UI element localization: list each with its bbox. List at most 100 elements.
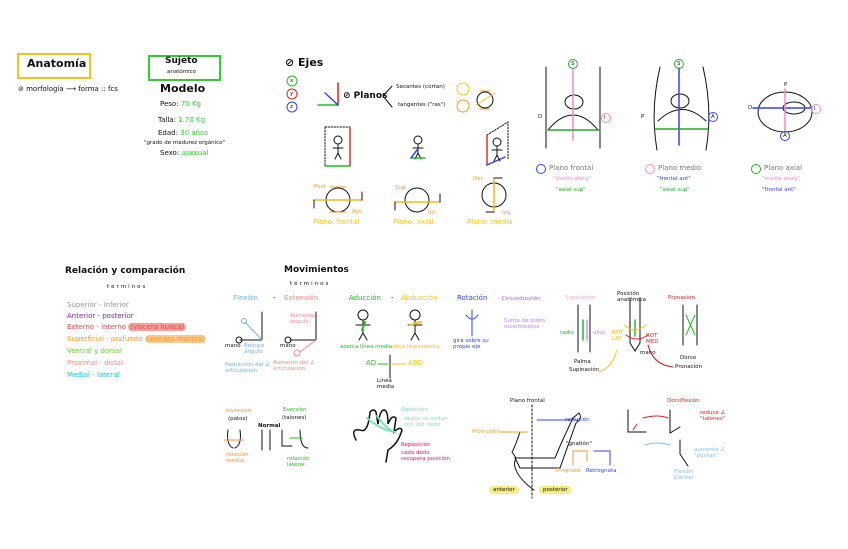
planes-title: ⊘ Planos: [343, 91, 388, 101]
plantar-flexion-label: Flexión plantar: [674, 469, 694, 482]
relation-item: Superficial - profundo: [67, 335, 143, 343]
normal-label: Normal: [258, 423, 281, 429]
flexion-label: Flexión: [233, 294, 258, 302]
retrognathic-label: Retrognata: [586, 468, 617, 474]
eversion-label: Eversión: [283, 407, 307, 413]
eversion-sub: (talones): [282, 415, 307, 421]
movements-subtitle: términos: [290, 281, 331, 287]
relation-title: Relación y comparación: [65, 266, 186, 276]
relation-item: Ventral y dorsal: [67, 347, 122, 355]
anterior-badge: anterior: [489, 486, 519, 495]
lateral-rotation-label: rotación lateral: [287, 456, 310, 469]
view-letter: I: [604, 115, 606, 121]
hand-label: mano: [225, 343, 241, 349]
subject-title: Sujeto: [165, 56, 198, 66]
sex-value: asexual: [181, 149, 209, 157]
anatomic-position-label: Posición anatómica: [617, 291, 647, 304]
weight-value: 70 Kg: [180, 100, 201, 108]
reduce-angle-label: Reduce ángulo: [244, 343, 265, 356]
pronation-label: Pronación: [668, 295, 695, 301]
prognathic-label: Prognata: [556, 468, 581, 474]
plane-circles: [313, 177, 507, 213]
view-letter: S: [571, 61, 575, 67]
extension-note: Aumento del ∠ articulación: [273, 360, 315, 373]
axis-z: z: [290, 104, 293, 110]
rot-lat-label: ROT LAT: [612, 330, 624, 343]
height-value: 1.70 Kg: [178, 116, 206, 124]
view-letter: A: [711, 114, 715, 120]
model-title: Modelo: [160, 82, 206, 95]
supination-label: Supinación: [565, 295, 596, 301]
view-letter: S: [677, 61, 681, 67]
axes-drawing: [286, 75, 496, 113]
view-letter: D: [748, 105, 753, 111]
view-title: Plano axial: [764, 164, 803, 172]
radius-label: radio: [560, 330, 575, 336]
height-label: Talla:: [158, 116, 176, 124]
view-note: "medio alarg": [553, 176, 591, 182]
opposition-note: dedos se juntan con 1er dedo: [404, 416, 448, 429]
relation-subtitle: términos: [107, 284, 148, 290]
circumduction-label: - Circunducción: [498, 296, 541, 302]
axes-title: ⊘ Ejes: [285, 56, 324, 69]
morphology-note: ⊘ morfología ⟶ forma :: fcs: [18, 85, 118, 93]
relation-tag: (víscera hueca): [128, 323, 187, 331]
posterior-badge: posterior: [539, 486, 572, 495]
age-note: "grado de madurez orgánico": [144, 140, 226, 146]
plane-figures: [324, 121, 509, 167]
midline-label: Línea media: [377, 378, 395, 391]
inversion-label: Inversión: [226, 408, 252, 414]
relation-tag: (víscera maciza): [144, 335, 207, 343]
relation-item: Superior - inferior: [67, 301, 129, 309]
view-letter: P: [784, 82, 788, 88]
axis-x: x: [290, 78, 294, 84]
rotation-label: Rotación: [457, 294, 488, 302]
relation-item: Proximal - distal: [67, 359, 124, 367]
hand-label: mano: [640, 350, 656, 356]
movements-title: Movimientos: [284, 265, 349, 275]
adduction-note: acerca línea media: [340, 344, 393, 350]
frontal-ant: Ant: [352, 209, 362, 215]
reposition-note: cada dedo recupera posición: [401, 450, 450, 463]
view-title: Plano medio: [658, 164, 702, 172]
age-label: Edad:: [158, 129, 178, 137]
view-note: "axial sup": [660, 187, 690, 193]
back-pronation-label: Pronación: [675, 364, 702, 370]
subject-box: [148, 55, 221, 81]
palm-label: Palma: [574, 359, 591, 365]
view-letter: A: [783, 133, 787, 139]
sex-label: Sexo:: [160, 149, 180, 157]
anatomy-title-box: [17, 53, 91, 79]
dash: -: [391, 294, 394, 302]
relation-item: Externo - interno: [67, 323, 126, 331]
frontal-plane-title: Plano frontal: [510, 398, 545, 404]
increase-angle-label: Aumenta ángulo: [290, 313, 316, 326]
dorsiflexion-label: Dorsiflexión: [667, 398, 700, 404]
view-letter: I: [814, 106, 816, 112]
view-letter: D: [538, 114, 543, 120]
gnathion-label: "gnatión": [566, 441, 592, 447]
abduction-note: aleja línea media: [392, 344, 440, 350]
ad-label: AD: [366, 359, 377, 367]
back-label: Dorso: [680, 355, 697, 361]
adduction-label: Aducción: [349, 294, 381, 302]
frontal-post: Post: [314, 184, 326, 190]
view-diagrams: [536, 59, 821, 174]
abduction-label: Abducción: [401, 294, 438, 302]
dorsiflexion-note: reduce ∠ "talones": [700, 410, 726, 423]
view-note: "frontal ant": [762, 187, 796, 193]
rotation-note: gira sobre su propio eje: [453, 338, 489, 351]
axial-sup: Sup: [395, 185, 406, 191]
age-value: 30 años: [180, 129, 208, 137]
medial-izq: Izq: [502, 210, 511, 216]
abd-label: ABD: [408, 359, 423, 367]
movement-diagrams: [223, 297, 698, 499]
hand-label: mano: [280, 343, 296, 349]
anatomy-title: Anatomía: [27, 57, 87, 70]
medial-der: Der: [473, 176, 483, 182]
relation-item: Anterior - posterior: [67, 312, 134, 320]
opposition-label: Oposición: [401, 407, 428, 413]
axial-inf: Inf: [428, 210, 436, 216]
